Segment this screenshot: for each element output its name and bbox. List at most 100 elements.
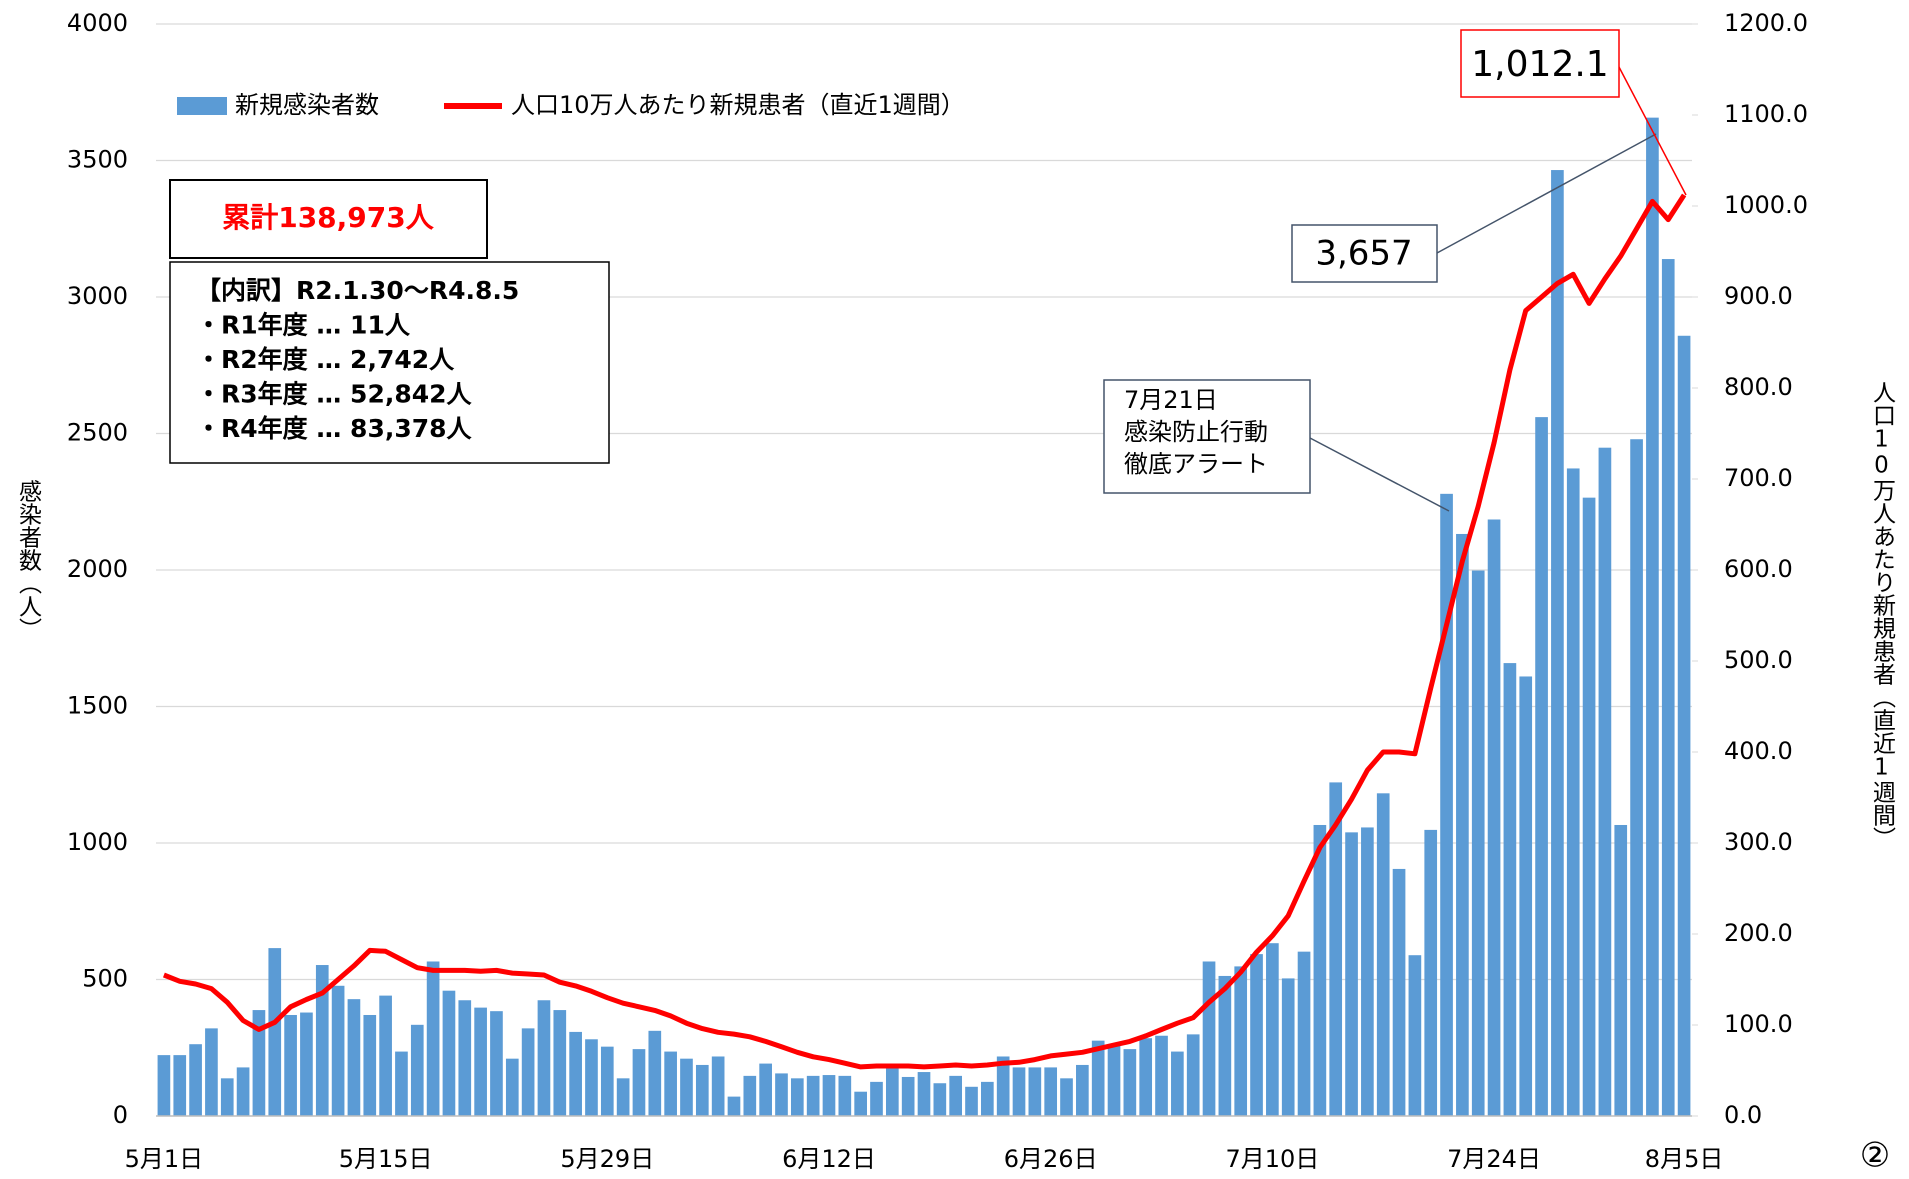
total-box [169,179,488,259]
bar [870,1081,883,1116]
bar [474,1007,487,1116]
leader-line [1618,66,1687,196]
bar [1582,497,1596,1116]
bar [1107,1044,1121,1116]
x-tick-label: 5月15日 [339,1145,433,1173]
bar [1313,824,1327,1116]
bar [173,1055,187,1116]
y-tick-label: 2000 [67,555,128,583]
bar [965,1086,978,1116]
page-number: ② [1860,1136,1890,1176]
bar [1598,447,1612,1116]
bar [600,1046,614,1116]
x-tick-label: 6月12日 [782,1145,876,1173]
total-text: 累計138,973人 [222,201,435,234]
bar [363,1014,377,1116]
bar [189,1044,202,1116]
bar [901,1076,915,1116]
bar [806,1075,820,1116]
x-tick-label: 5月29日 [560,1145,654,1173]
bar [442,990,456,1116]
bar [521,1028,535,1116]
bar [395,1051,408,1116]
leader-line [1436,133,1657,254]
bar [1266,943,1279,1116]
y-tick-label: 1500 [67,692,128,720]
breakdown-line: ・R3年度 … 52,842人 [196,380,473,409]
bar [1456,533,1469,1116]
breakdown-line: ・R2年度 … 2,742人 [196,345,455,374]
y-axis-title: 感染者数（人） [15,480,43,641]
annotation: 7月21日 [1124,386,1218,414]
legend-swatch [177,97,227,115]
bar [505,1058,519,1116]
annotation-box [1460,29,1620,98]
bar [379,995,392,1116]
annotation-box [1103,379,1311,494]
bar [252,1010,266,1116]
bar [981,1081,994,1116]
breakdown-line: ・R1年度 … 11人 [196,311,411,340]
bar [1091,1040,1105,1116]
annotation-box [1291,224,1438,283]
bar [695,1064,709,1116]
bar [1376,793,1390,1116]
bar [1392,868,1406,1116]
y2-tick-label: 900.0 [1724,282,1793,310]
bar [220,1078,234,1116]
bar [996,1056,1010,1116]
bar [743,1075,757,1116]
bar [347,999,361,1116]
y2-tick-label: 1100.0 [1724,100,1808,128]
bar [917,1072,931,1116]
bar [537,1000,551,1116]
bar [300,1012,313,1116]
bar [822,1075,836,1116]
y2-tick-label: 300.0 [1724,828,1793,856]
bar [426,961,440,1116]
bar [727,1096,741,1116]
x-tick-label: 8月5日 [1645,1145,1724,1173]
bar [1566,468,1580,1117]
y2-tick-label: 500.0 [1724,646,1793,674]
bar [1297,951,1311,1116]
y2-tick-label: 700.0 [1724,464,1793,492]
bar [1234,966,1248,1116]
bar [1424,829,1438,1116]
bar [1487,519,1501,1116]
bar [1250,954,1263,1116]
y-tick-label: 3500 [67,146,128,174]
bar [410,1024,424,1116]
bar [1186,1034,1200,1116]
x-tick-label: 7月24日 [1447,1145,1541,1173]
bar [885,1066,899,1116]
y-tick-label: 500 [82,965,128,993]
bar [790,1078,804,1116]
bar [1614,824,1628,1116]
y2-tick-label: 400.0 [1724,737,1793,765]
breakdown-line: 【内訳】R2.1.30～R4.8.5 [196,276,519,305]
y2-tick-label: 0.0 [1724,1101,1762,1129]
y-tick-label: 1000 [67,828,128,856]
y-tick-label: 3000 [67,282,128,310]
x-tick-label: 6月26日 [1004,1145,1098,1173]
y2-tick-label: 100.0 [1724,1010,1793,1038]
bar [1012,1067,1026,1116]
bar [490,1011,503,1116]
y2-tick-label: 800.0 [1724,373,1793,401]
bar [1139,1038,1153,1116]
bar [205,1028,218,1116]
bar [711,1056,725,1116]
bar [1202,961,1216,1116]
bar [1044,1067,1058,1116]
bar [1060,1078,1073,1116]
bar [236,1067,250,1116]
y2-axis-title: 人口10万人あたり新規患者（直近1週間） [1869,381,1897,850]
bar [1281,978,1295,1116]
bar [458,1000,472,1116]
bar [632,1049,646,1116]
breakdown-line: ・R4年度 … 83,378人 [196,414,473,443]
bar [1361,827,1374,1116]
